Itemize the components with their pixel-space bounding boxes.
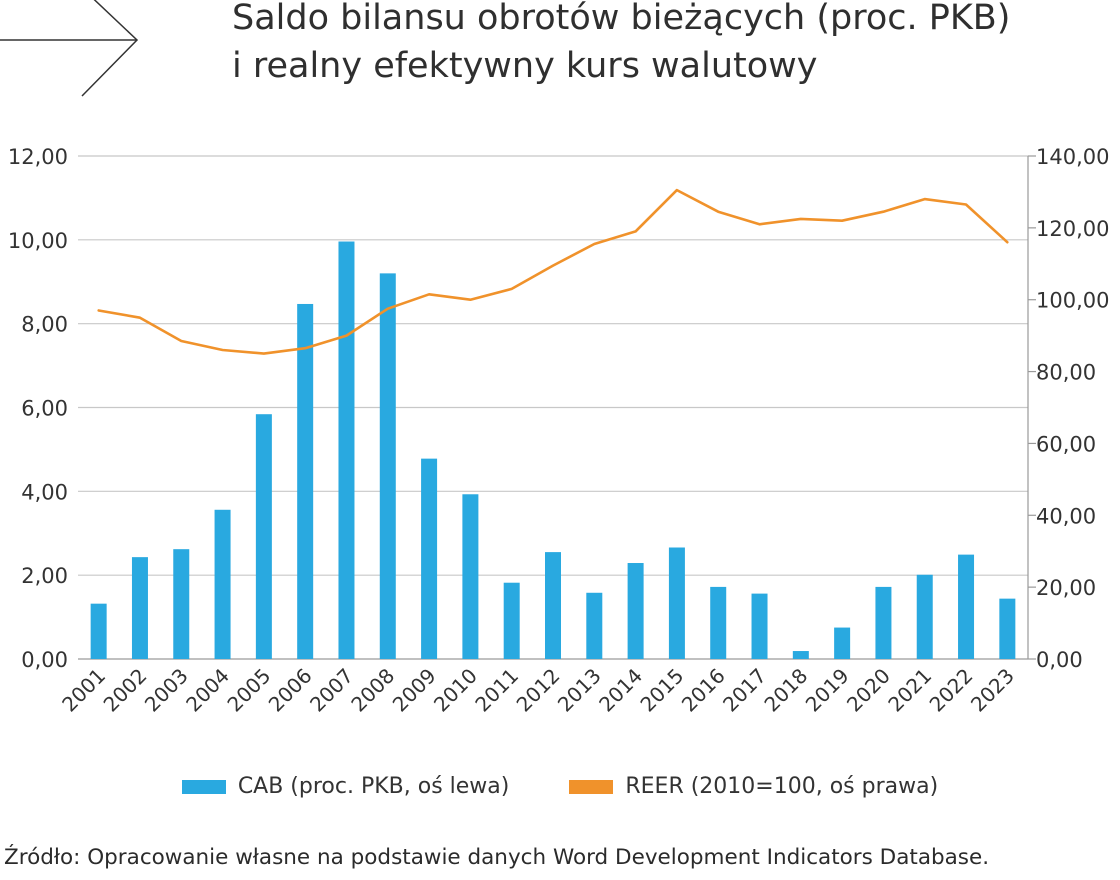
x-tick-label: 2010 [429,664,482,717]
right-tick-label: 40,00 [1036,504,1096,528]
legend-label-reer: REER (2010=100, oś prawa) [625,774,939,799]
x-tick-label: 2006 [264,664,317,717]
x-tick-label: 2008 [346,664,399,717]
cab-bar [462,494,479,659]
chart-title-line-1: Saldo bilansu obrotów bieżących (proc. P… [232,0,1011,38]
left-tick-label: 12,00 [8,145,68,169]
left-tick-label: 0,00 [21,648,68,672]
left-tick-label: 8,00 [21,313,68,337]
legend-item-cab: CAB (proc. PKB, oś lewa) [181,774,510,799]
chart-title-line-2: i realny efektywny kurs walutowy [232,46,818,86]
cab-bar [999,598,1016,659]
chart-title: Saldo bilansu obrotów bieżących (proc. P… [232,0,1010,90]
x-tick-label: 2014 [594,664,647,717]
x-tick-label: 2007 [305,664,358,717]
legend-label-cab: CAB (proc. PKB, oś lewa) [237,774,510,799]
cab-bar [834,627,851,659]
legend-swatch-cab [181,779,226,794]
legend-swatch-reer [569,779,614,794]
cab-bar [90,603,107,659]
right-tick-label: 140,00 [1036,145,1109,169]
x-tick-label: 2020 [842,664,895,717]
x-tick-label: 2017 [718,664,771,717]
x-tick-label: 2013 [553,664,606,717]
right-tick-label: 80,00 [1036,361,1096,385]
left-tick-label: 4,00 [21,480,68,504]
right-axis: 140,00 120,00 100,00 80,00 60,00 40,00 20,00 0,… [1027,145,1109,672]
cab-bar [916,574,933,659]
cab-bar [421,458,438,659]
x-tick-label: 2019 [801,664,854,717]
x-tick-label: 2015 [635,664,688,717]
cab-bar [751,593,768,659]
cab-bar [131,557,148,659]
left-tick-label: 2,00 [21,564,68,588]
cab-bar [173,549,190,659]
arrow-right-icon [0,0,139,97]
x-tick-label: 2023 [966,664,1019,717]
x-axis: 2001200220032004200520062007200820092010… [57,664,1019,717]
combo-chart: 12,00 10,00 8,00 6,00 4,00 2,00 0,00 140,00 120… [8,145,1110,717]
cab-bar [668,547,685,659]
cab-bar [255,414,272,659]
x-tick-label: 2003 [140,664,193,717]
x-tick-label: 2021 [883,664,936,717]
x-tick-label: 2002 [99,664,152,717]
cab-bar [958,554,975,659]
left-axis: 12,00 10,00 8,00 6,00 4,00 2,00 0,00 [8,145,68,672]
legend: CAB (proc. PKB, oś lewa) REER (2010=100,… [0,774,1120,799]
left-tick-label: 6,00 [21,397,68,421]
right-tick-label: 20,00 [1036,576,1096,600]
x-tick-label: 2005 [222,664,275,717]
cab-bars [90,241,1016,659]
x-tick-label: 2004 [181,664,234,717]
right-tick-label: 120,00 [1036,217,1109,241]
cab-bar [545,552,561,659]
cab-bar [586,592,603,659]
cab-bar [503,582,520,659]
legend-item-reer: REER (2010=100, oś prawa) [569,774,938,799]
reer-line-layer [97,188,1009,355]
cab-bar [710,586,727,659]
x-tick-label: 2012 [512,664,565,717]
cab-bar [338,241,355,659]
right-tick-label: 100,00 [1036,289,1109,313]
cab-bar [875,586,892,659]
x-tick-label: 2009 [388,664,441,717]
cab-bar [214,509,231,659]
cab-bar [792,651,809,659]
source-note: Źródło: Opracowanie własne na podstawie … [4,845,990,870]
cab-bar [627,563,644,659]
left-tick-label: 10,00 [8,229,68,253]
x-tick-label: 2022 [925,664,978,717]
x-tick-label: 2011 [470,664,523,717]
right-tick-label: 0,00 [1036,648,1083,672]
x-tick-label: 2018 [759,664,812,717]
cab-bar [379,273,396,659]
gridlines [78,155,1028,660]
x-tick-label: 2016 [677,664,730,717]
reer-line [97,188,1009,355]
cab-bar [297,303,314,659]
right-tick-label: 60,00 [1036,432,1096,456]
